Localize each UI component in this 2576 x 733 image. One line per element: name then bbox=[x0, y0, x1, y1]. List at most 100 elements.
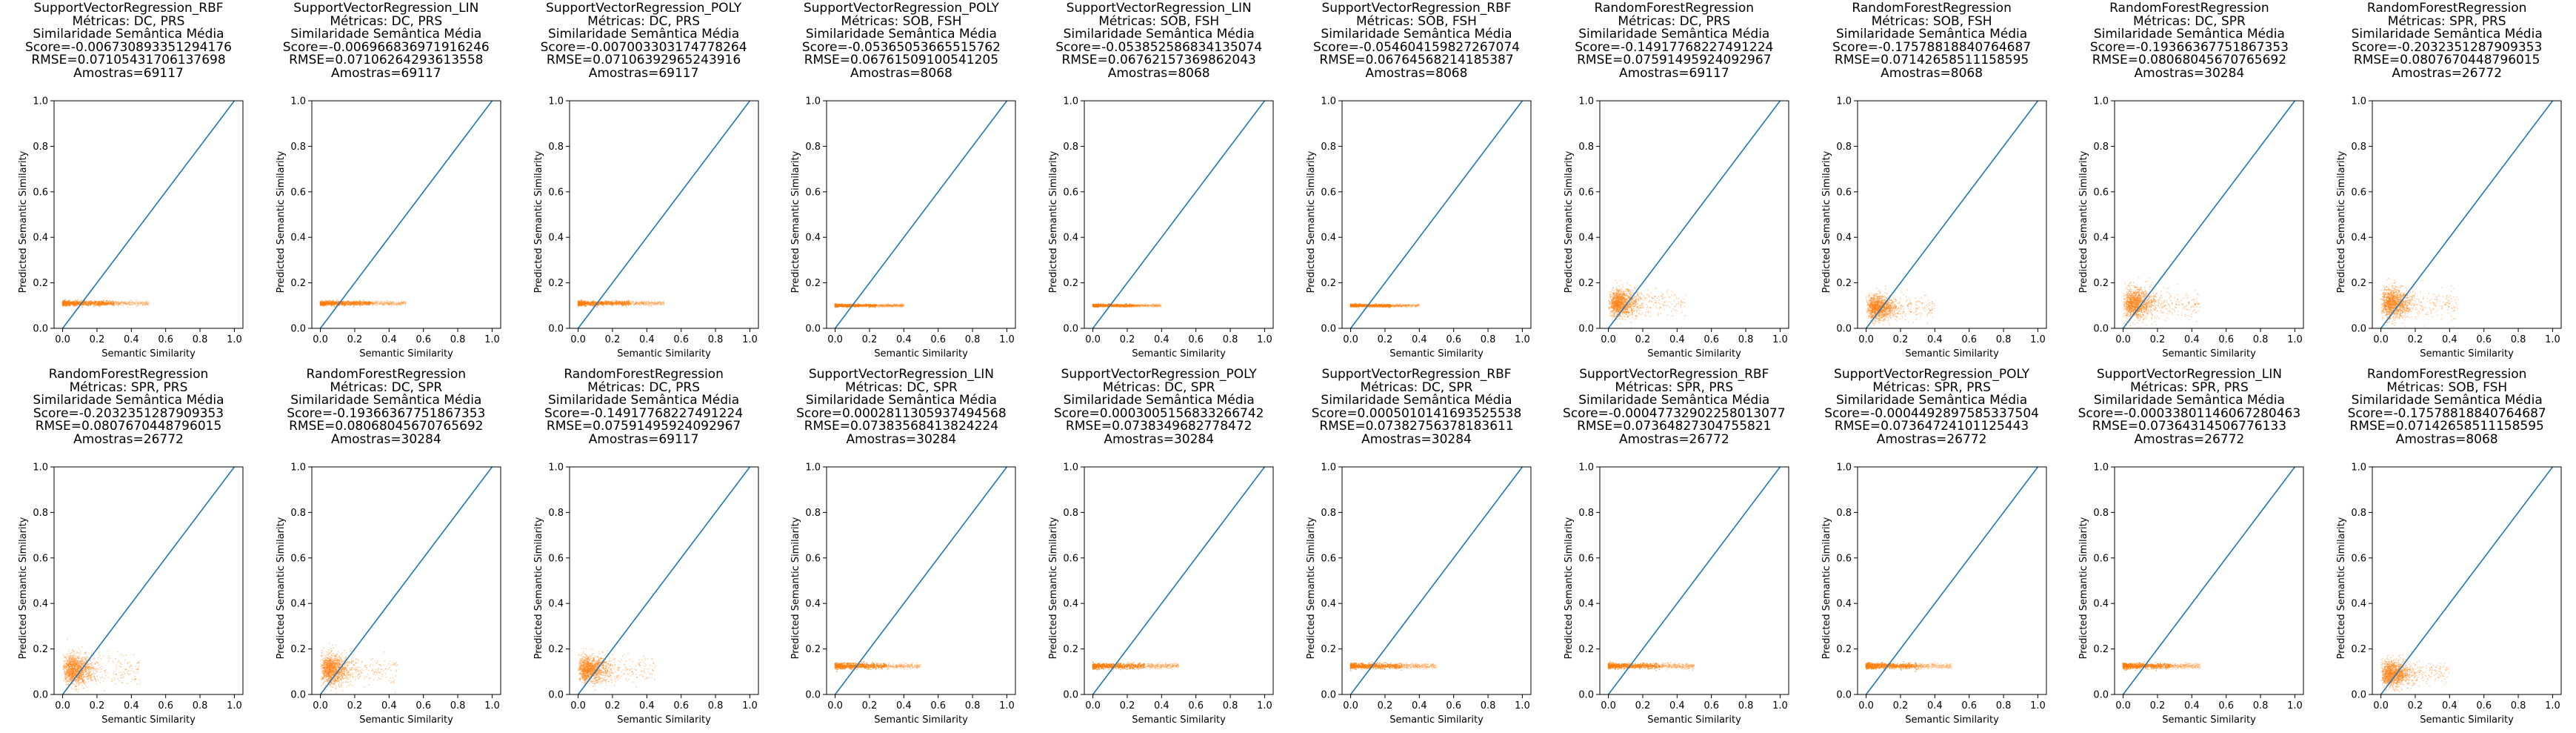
scatter-point bbox=[659, 302, 661, 305]
scatter-point bbox=[388, 301, 390, 303]
scatter-point bbox=[327, 304, 329, 306]
scatter-point bbox=[895, 305, 897, 307]
scatter-point bbox=[120, 301, 122, 303]
chart-panel-5: SupportVectorRegression_LIN Métricas: SOB… bbox=[1030, 0, 1287, 366]
scatter-point bbox=[643, 301, 645, 303]
scatter-point bbox=[114, 302, 116, 303]
scatter-point bbox=[880, 305, 882, 308]
scatter-point bbox=[1147, 305, 1149, 307]
scatter-point bbox=[102, 303, 104, 305]
scatter-point bbox=[1144, 305, 1147, 307]
scatter-point bbox=[387, 302, 389, 305]
scatter-point bbox=[896, 304, 898, 306]
scatter-point bbox=[375, 302, 377, 305]
scatter-point bbox=[655, 302, 657, 304]
scatter-point bbox=[631, 303, 633, 305]
scatter-point bbox=[1392, 305, 1395, 308]
scatter-point bbox=[645, 304, 647, 306]
scatter-point bbox=[1104, 304, 1106, 306]
scatter-point bbox=[380, 302, 382, 304]
scatter-point bbox=[100, 302, 102, 304]
scatter-point bbox=[651, 302, 653, 304]
scatter-point bbox=[901, 305, 904, 307]
y-tick-label: 0.2 bbox=[806, 278, 821, 289]
scatter-point bbox=[887, 306, 889, 308]
y-tick-label: 0.4 bbox=[290, 233, 306, 244]
scatter-point bbox=[1138, 305, 1140, 307]
y-tick-label: 0.4 bbox=[806, 233, 821, 244]
scatter-point bbox=[621, 305, 623, 306]
scatter-point bbox=[901, 305, 903, 307]
scatter-point bbox=[650, 305, 652, 307]
scatter-point bbox=[1144, 305, 1147, 307]
scatter-point bbox=[892, 304, 894, 306]
scatter-point bbox=[104, 304, 106, 306]
scatter-point bbox=[361, 302, 364, 304]
scatter-point bbox=[118, 303, 120, 305]
scatter-point bbox=[386, 302, 388, 305]
chart-plot: 0.0 0.2 0.4 0.6 0.8 1.00.00.20.40.60.81.0Sema… bbox=[790, 96, 1016, 359]
scatter-point bbox=[655, 302, 658, 305]
scatter-point bbox=[396, 304, 398, 305]
scatter-point bbox=[590, 302, 593, 304]
scatter-point bbox=[899, 305, 901, 307]
scatter-point bbox=[127, 302, 129, 304]
scatter-point bbox=[838, 306, 840, 308]
x-tick-label: 0.8 bbox=[1223, 334, 1238, 345]
scatter-point bbox=[641, 301, 644, 303]
scatter-point bbox=[127, 302, 129, 305]
scatter-point bbox=[850, 303, 852, 305]
scatter-point bbox=[1397, 304, 1399, 306]
scatter-point bbox=[401, 302, 404, 304]
scatter-point bbox=[142, 304, 144, 306]
scatter-point bbox=[890, 305, 892, 308]
scatter-point bbox=[880, 305, 882, 307]
scatter-point bbox=[607, 303, 610, 305]
scatter-point bbox=[900, 304, 901, 306]
scatter-point bbox=[661, 301, 664, 303]
scatter-point bbox=[1157, 305, 1159, 306]
scatter-point bbox=[401, 301, 404, 303]
scatter-point bbox=[621, 301, 624, 303]
scatter-point bbox=[121, 302, 123, 304]
x-tick-label: 1.0 bbox=[227, 334, 242, 345]
scatter-point bbox=[884, 304, 886, 306]
scatter-point bbox=[893, 304, 895, 306]
scatter-point bbox=[882, 304, 884, 306]
scatter-point bbox=[142, 305, 144, 306]
scatter-point bbox=[139, 302, 141, 304]
scatter-point bbox=[892, 305, 894, 308]
scatter-point bbox=[653, 302, 654, 304]
scatter-point bbox=[880, 304, 881, 306]
scatter-point bbox=[1407, 305, 1409, 308]
scatter-point bbox=[129, 301, 130, 303]
scatter-point bbox=[888, 305, 890, 307]
scatter-point bbox=[1155, 305, 1157, 307]
scatter-point bbox=[1152, 305, 1154, 308]
scatter-point bbox=[1160, 305, 1162, 308]
scatter-point bbox=[595, 301, 597, 303]
scatter-point bbox=[902, 304, 904, 306]
scatter-point bbox=[377, 302, 379, 305]
scatter-point bbox=[383, 303, 385, 305]
scatter-point bbox=[131, 303, 133, 305]
scatter-point bbox=[375, 304, 377, 306]
scatter-point bbox=[634, 303, 635, 305]
scatter-point bbox=[641, 302, 643, 303]
scatter-point bbox=[396, 304, 398, 306]
scatter-point bbox=[651, 302, 653, 304]
scatter-point bbox=[392, 302, 394, 305]
scatter-point bbox=[396, 302, 398, 305]
scatter-point bbox=[397, 303, 399, 305]
chart-title-line: Amostras=8068 bbox=[1288, 67, 1545, 81]
scatter-point bbox=[402, 302, 404, 304]
scatter-point bbox=[374, 301, 376, 303]
scatter-point bbox=[640, 303, 642, 305]
scatter-point bbox=[1145, 304, 1147, 306]
scatter-point bbox=[887, 303, 889, 305]
y-tick-label: 0.8 bbox=[806, 142, 821, 153]
scatter-point bbox=[368, 304, 370, 305]
scatter-point bbox=[378, 303, 381, 305]
scatter-point bbox=[643, 302, 644, 304]
scatter-point bbox=[1135, 305, 1138, 307]
